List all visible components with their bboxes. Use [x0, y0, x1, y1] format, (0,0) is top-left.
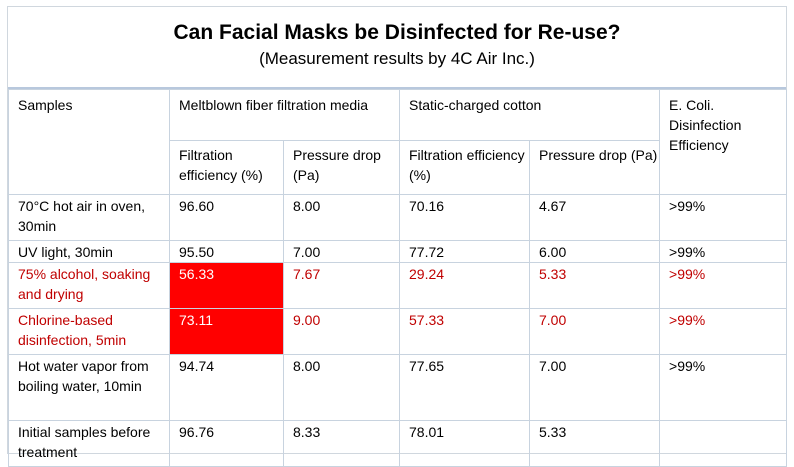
cell-mb-pressure: 7.67 [283, 262, 400, 309]
cell-sample: UV light, 30min [8, 240, 170, 263]
cell-ecoli: >99% [659, 240, 788, 263]
cell-sample: 75% alcohol, soaking and drying [8, 262, 170, 309]
title-divider [8, 87, 786, 89]
cell-sample: Chlorine-based disinfection, 5min [8, 308, 170, 355]
page-subtitle: (Measurement results by 4C Air Inc.) [259, 49, 535, 68]
cell-ecoli: >99% [659, 194, 788, 241]
cell-mb-pressure: 8.00 [283, 354, 400, 421]
header-samples: Samples [8, 89, 170, 195]
header-cot-filtration: Filtration efficiency (%) [399, 140, 530, 195]
cell-ecoli: >99% [659, 308, 788, 355]
cell-sample: Hot water vapor from boiling water, 10mi… [8, 354, 170, 421]
header-cotton: Static-charged cotton [398, 89, 661, 141]
cell-mb-filtration: 96.76 [169, 420, 284, 467]
cell-mb-filtration: 95.50 [169, 240, 284, 263]
cell-mb-filtration: 96.60 [169, 194, 284, 241]
cell-cot-pressure: 4.67 [528, 194, 661, 241]
cell-cot-filtration: 29.24 [399, 262, 530, 309]
header-meltblown: Meltblown fiber filtration media [169, 89, 400, 141]
table-row: UV light, 30min 95.50 7.00 77.72 6.00 >9… [8, 240, 788, 263]
cell-sample: 70°C hot air in oven, 30min [8, 194, 170, 241]
cell-cot-filtration: 70.16 [399, 194, 530, 241]
cell-cot-pressure: 5.33 [528, 420, 661, 467]
cell-mb-filtration-highlighted: 73.11 [169, 308, 284, 355]
cell-cot-pressure: 6.00 [528, 240, 661, 263]
results-panel: Can Facial Masks be Disinfected for Re-u… [7, 6, 788, 467]
title-block: Can Facial Masks be Disinfected for Re-u… [8, 7, 786, 85]
cell-mb-filtration-highlighted: 56.33 [169, 262, 284, 309]
subheader-row: Filtration efficiency (%) Pressure drop … [9, 140, 787, 195]
cell-cot-filtration: 77.65 [399, 354, 530, 421]
cell-cot-pressure: 7.00 [528, 308, 661, 355]
header-cot-pressure: Pressure drop (Pa) [528, 140, 661, 195]
header-mb-filtration: Filtration efficiency (%) [169, 140, 284, 195]
results-table: Samples Meltblown fiber filtration media… [8, 89, 788, 467]
table-row: Hot water vapor from boiling water, 10mi… [8, 354, 788, 421]
table-row: Initial samples before treatment 96.76 8… [8, 420, 788, 467]
header-ecoli: E. Coli. Disinfection Efficiency [659, 89, 788, 195]
cell-sample: Initial samples before treatment [8, 420, 170, 467]
cell-cot-pressure: 7.00 [528, 354, 661, 421]
cell-cot-filtration: 78.01 [399, 420, 530, 467]
cell-ecoli [659, 420, 788, 467]
header-row: Samples Meltblown fiber filtration media… [8, 89, 788, 195]
cell-mb-pressure: 8.00 [283, 194, 400, 241]
table-row-warning: Chlorine-based disinfection, 5min 73.11 … [8, 308, 788, 355]
header-mb-pressure: Pressure drop (Pa) [283, 140, 400, 195]
cell-cot-pressure: 5.33 [528, 262, 661, 309]
page-title: Can Facial Masks be Disinfected for Re-u… [173, 21, 621, 44]
cell-ecoli: >99% [659, 262, 788, 309]
cell-ecoli: >99% [659, 354, 788, 421]
cell-mb-pressure: 7.00 [283, 240, 400, 263]
table-row: 70°C hot air in oven, 30min 96.60 8.00 7… [8, 194, 788, 241]
cell-cot-filtration: 77.72 [399, 240, 530, 263]
table-row-warning: 75% alcohol, soaking and drying 56.33 7.… [8, 262, 788, 309]
cell-mb-pressure: 8.33 [283, 420, 400, 467]
cell-mb-pressure: 9.00 [283, 308, 400, 355]
cell-cot-filtration: 57.33 [399, 308, 530, 355]
cell-mb-filtration: 94.74 [169, 354, 284, 421]
